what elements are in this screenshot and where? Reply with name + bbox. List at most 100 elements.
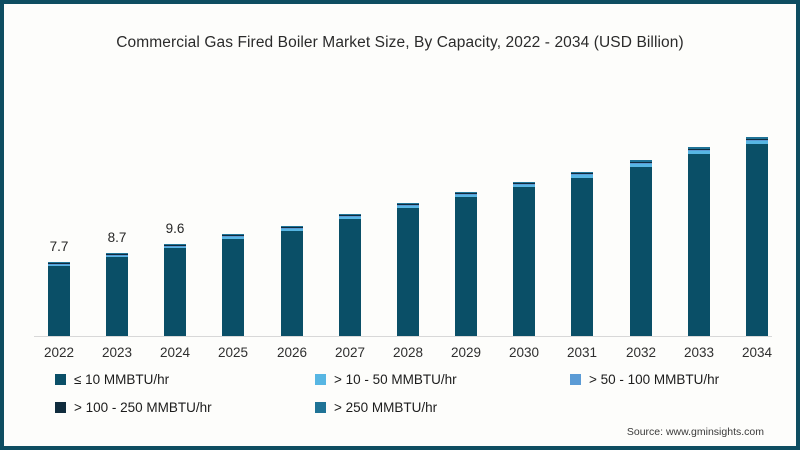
x-tick-2033: 2033	[683, 345, 715, 360]
segment-2034-5	[746, 137, 768, 139]
x-tick-2030: 2030	[508, 345, 540, 360]
legend-swatch-icon	[315, 401, 326, 413]
segment-2028-4	[397, 204, 419, 205]
x-tick-2024: 2024	[159, 345, 191, 360]
bar-2023	[106, 253, 128, 336]
segment-2024-2	[164, 247, 186, 248]
legend-label: ≤ 10 MMBTU/hr	[74, 371, 170, 387]
segment-2030-3	[513, 184, 535, 185]
segment-2025-5	[222, 234, 244, 235]
legend-swatch-icon	[570, 373, 581, 385]
segment-2026-3	[281, 228, 303, 229]
segment-2023-4	[106, 254, 128, 255]
segment-2028-5	[397, 203, 419, 204]
segment-2034-2	[746, 141, 768, 144]
legend-swatch-icon	[55, 373, 66, 385]
segment-2032-5	[630, 160, 652, 162]
legend-label: > 50 - 100 MMBTU/hr	[589, 371, 720, 387]
segment-2030-4	[513, 183, 535, 184]
segment-2024-4	[164, 245, 186, 246]
segment-2026-2	[281, 229, 303, 231]
bar-2030	[513, 182, 535, 336]
segment-2025-1	[222, 239, 244, 336]
bar-2024	[164, 244, 186, 336]
segment-2033-5	[688, 147, 710, 149]
legend-item-4: > 100 - 250 MMBTU/hr	[55, 398, 212, 416]
segment-2023-1	[106, 257, 128, 336]
segment-2029-3	[455, 194, 477, 195]
bar-2034	[746, 137, 768, 336]
segment-2031-3	[571, 174, 593, 175]
x-tick-2028: 2028	[392, 345, 424, 360]
chart-title: Commercial Gas Fired Boiler Market Size,…	[116, 34, 684, 51]
segment-2022-3	[48, 264, 70, 265]
segment-2031-2	[571, 175, 593, 178]
segment-2030-5	[513, 182, 535, 183]
chart-frame: Commercial Gas Fired Boiler Market Size,…	[4, 4, 796, 446]
x-axis-line	[34, 336, 772, 337]
segment-2025-3	[222, 236, 244, 237]
segment-2029-5	[455, 192, 477, 193]
segment-2030-2	[513, 185, 535, 187]
segment-2028-2	[397, 206, 419, 208]
segment-2034-4	[746, 139, 768, 140]
x-tick-2023: 2023	[101, 345, 133, 360]
x-tick-2022: 2022	[43, 345, 75, 360]
segment-2026-4	[281, 227, 303, 228]
legend-label: > 100 - 250 MMBTU/hr	[74, 399, 212, 415]
segment-2032-2	[630, 164, 652, 167]
segment-2022-5	[48, 262, 70, 263]
segment-2027-2	[339, 217, 361, 219]
bar-2032	[630, 160, 652, 336]
x-tick-2034: 2034	[741, 345, 773, 360]
x-tick-2029: 2029	[450, 345, 482, 360]
segment-2025-2	[222, 237, 244, 239]
segment-2023-3	[106, 255, 128, 256]
bar-2026	[281, 226, 303, 336]
segment-2029-4	[455, 193, 477, 194]
value-label-2023: 8.7	[107, 230, 127, 245]
segment-2027-4	[339, 215, 361, 216]
segment-2029-1	[455, 197, 477, 336]
value-label-2024: 9.6	[165, 221, 185, 236]
segment-2027-3	[339, 216, 361, 217]
segment-2032-1	[630, 167, 652, 336]
segment-2025-4	[222, 235, 244, 236]
plot-area: 7.7 8.7 9.6	[4, 100, 796, 337]
legend-item-3: > 50 - 100 MMBTU/hr	[570, 370, 719, 388]
segment-2024-5	[164, 244, 186, 245]
segment-2022-2	[48, 265, 70, 266]
segment-2033-3	[688, 150, 710, 151]
segment-2033-1	[688, 154, 710, 336]
bar-2029	[455, 192, 477, 336]
bar-2027	[339, 214, 361, 336]
legend-label: > 10 - 50 MMBTU/hr	[334, 371, 457, 387]
segment-2023-2	[106, 256, 128, 257]
bar-2028	[397, 203, 419, 336]
x-axis-labels: 2022 2023 2024 2025 2026 2027 2028 2029 2030 2031…	[4, 345, 796, 365]
x-tick-2027: 2027	[334, 345, 366, 360]
segment-2032-3	[630, 163, 652, 164]
bar-2022	[48, 262, 70, 336]
segment-2023-5	[106, 253, 128, 254]
segment-2033-4	[688, 149, 710, 150]
segment-2031-1	[571, 178, 593, 336]
x-tick-2025: 2025	[217, 345, 249, 360]
bar-2033	[688, 147, 710, 336]
segment-2026-5	[281, 226, 303, 227]
value-label-2022: 7.7	[49, 239, 69, 254]
segment-2027-5	[339, 214, 361, 215]
segment-2034-1	[746, 144, 768, 336]
segment-2034-3	[746, 140, 768, 141]
legend-label: > 250 MMBTU/hr	[334, 399, 438, 415]
segment-2030-1	[513, 187, 535, 336]
segment-2022-1	[48, 266, 70, 336]
segment-2026-1	[281, 231, 303, 336]
bar-2025	[222, 234, 244, 336]
segment-2029-2	[455, 195, 477, 197]
bar-2031	[571, 172, 593, 336]
legend-item-2: > 10 - 50 MMBTU/hr	[315, 370, 457, 388]
segment-2028-1	[397, 208, 419, 336]
segment-2031-4	[571, 173, 593, 174]
